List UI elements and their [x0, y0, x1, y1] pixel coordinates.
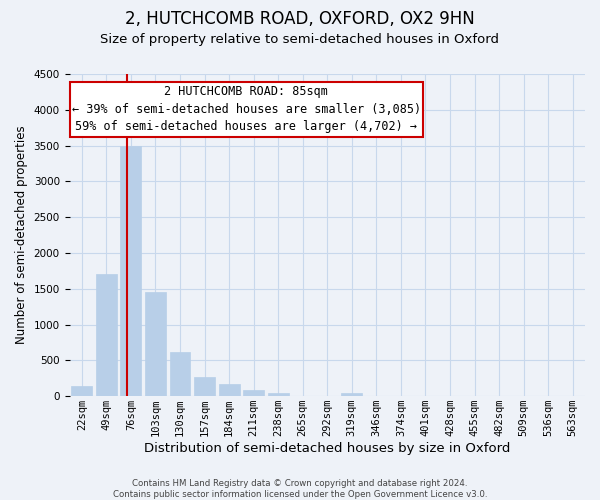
- Text: ← 39% of semi-detached houses are smaller (3,085): ← 39% of semi-detached houses are smalle…: [71, 103, 421, 116]
- Text: Contains public sector information licensed under the Open Government Licence v3: Contains public sector information licen…: [113, 490, 487, 499]
- Bar: [96, 274, 117, 396]
- Bar: [268, 394, 289, 396]
- Text: 2, HUTCHCOMB ROAD, OXFORD, OX2 9HN: 2, HUTCHCOMB ROAD, OXFORD, OX2 9HN: [125, 10, 475, 28]
- Text: Size of property relative to semi-detached houses in Oxford: Size of property relative to semi-detach…: [101, 32, 499, 46]
- Bar: [194, 377, 215, 396]
- Text: Contains HM Land Registry data © Crown copyright and database right 2024.: Contains HM Land Registry data © Crown c…: [132, 478, 468, 488]
- X-axis label: Distribution of semi-detached houses by size in Oxford: Distribution of semi-detached houses by …: [144, 442, 511, 455]
- Bar: [243, 390, 264, 396]
- Bar: [71, 386, 92, 396]
- Bar: [145, 292, 166, 396]
- Bar: [341, 394, 362, 396]
- Text: 59% of semi-detached houses are larger (4,702) →: 59% of semi-detached houses are larger (…: [75, 120, 417, 134]
- Bar: [121, 146, 142, 396]
- Bar: [170, 352, 190, 396]
- Text: 2 HUTCHCOMB ROAD: 85sqm: 2 HUTCHCOMB ROAD: 85sqm: [164, 86, 328, 98]
- FancyBboxPatch shape: [70, 82, 422, 137]
- Bar: [218, 384, 239, 396]
- Y-axis label: Number of semi-detached properties: Number of semi-detached properties: [15, 126, 28, 344]
